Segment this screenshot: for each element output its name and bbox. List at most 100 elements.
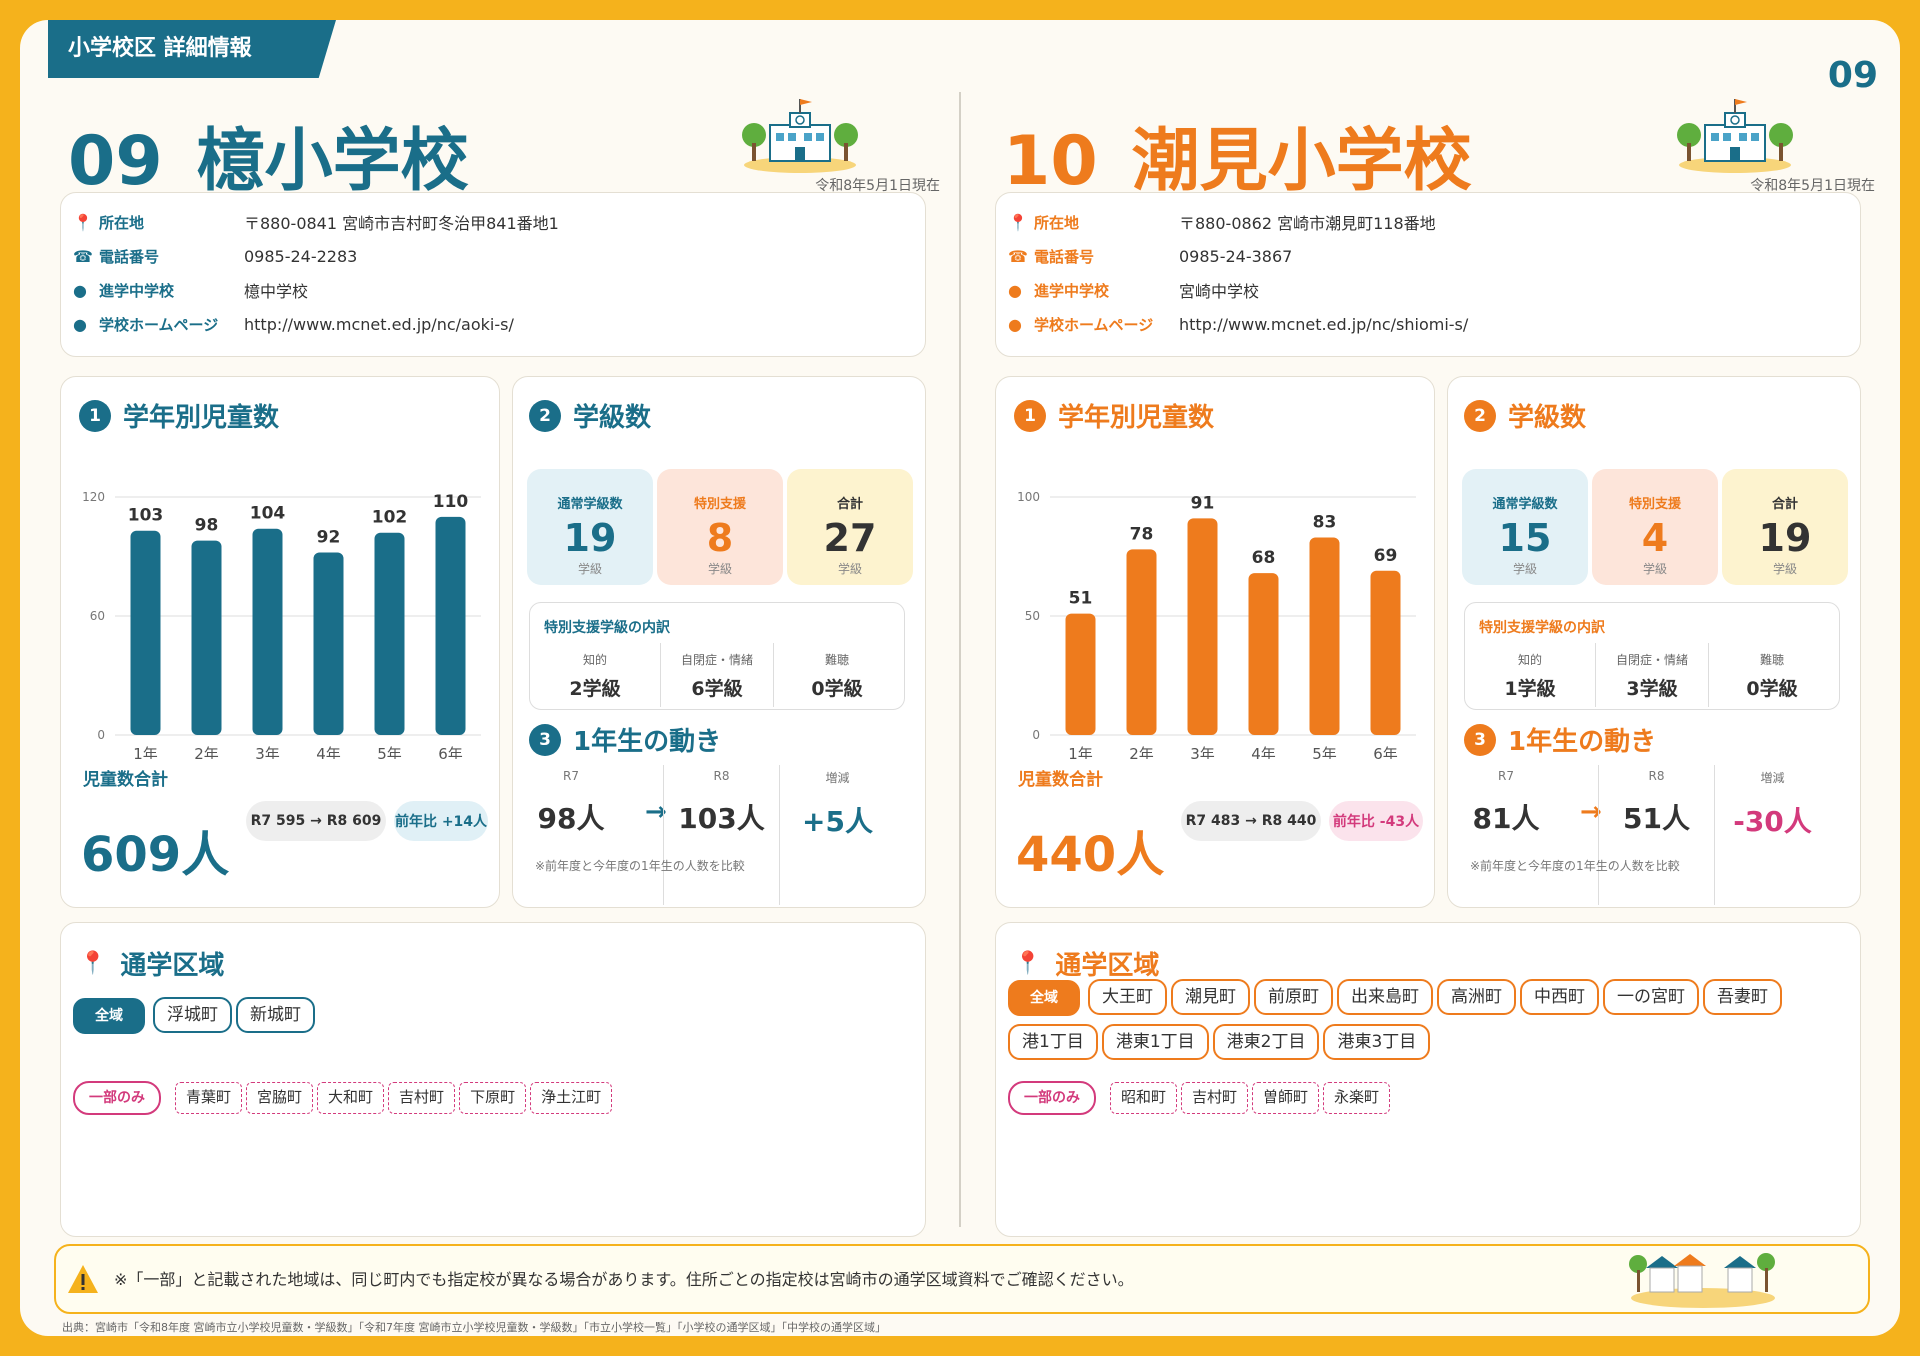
sum-label: 合計 <box>836 497 863 512</box>
number-badge: 3 <box>1464 723 1496 756</box>
move-r7: R7 98人 <box>513 765 629 905</box>
area-chip: 潮見町 <box>1171 979 1250 1015</box>
y-tick-label: 50 <box>1025 609 1040 623</box>
info-row-address: 📍 所在地 〒880-0862 宮崎市潮見町118番地 <box>1008 205 1436 239</box>
area-chip: 出来島町 <box>1337 979 1433 1015</box>
breakdown-label: 自閉症・情緒 <box>680 653 753 667</box>
area-chip: 青葉町 <box>175 1082 243 1114</box>
breakdown-hearing: 難聴 0学級 <box>780 643 894 707</box>
regular-label: 通常学級数 <box>1492 497 1558 512</box>
arrow-right-icon: → <box>1580 797 1602 827</box>
move-value: 103人 <box>678 802 765 835</box>
school-column-right: 10 潮見小学校 令和8年5月1日現在 📍 所在地 〒880-0862 宮崎市潮見町1… <box>995 20 1875 1260</box>
location-pin-icon: 📍 <box>1008 212 1028 232</box>
data-label: 103 <box>128 506 164 526</box>
bar <box>1065 613 1096 735</box>
area-all-list: 全域 大王町 潮見町 前原町 出来島町 高洲町 中西町 一の宮町 吾妻町港1丁目 港東1丁目 港東2… <box>1008 979 1868 1068</box>
move-value: 81人 <box>1472 802 1540 835</box>
section-heading: 📍 通学区域 <box>1014 945 1159 982</box>
bar <box>130 530 161 735</box>
breakdown-label: 知的 <box>582 653 607 667</box>
class-count-card: 2 学級数 通常学級数 15 学級 特別支援 4 学級 合計 19 学級 特別支援学級の内訳 … <box>1447 376 1861 908</box>
area-chip: 吉村町 <box>388 1082 456 1114</box>
sum-class-box: 合計 19 学級 <box>1722 469 1848 585</box>
dot-icon: ● <box>73 280 87 300</box>
breakdown-value: 3学級 <box>1626 678 1678 700</box>
regular-class-box: 通常学級数 15 学級 <box>1462 469 1588 585</box>
area-chip: 曽師町 <box>1252 1082 1320 1114</box>
data-label: 102 <box>372 508 408 528</box>
unit-label: 学級 <box>1642 562 1667 576</box>
area-chip: 宮脇町 <box>246 1082 314 1114</box>
breakdown-title: 特別支援学級の内訳 <box>544 620 670 636</box>
homepage-link[interactable]: http://www.mcnet.ed.jp/nc/shiomi-s/ <box>1179 314 1469 334</box>
phone-label: 電話番号 <box>1034 247 1095 266</box>
category-label: 5年 <box>377 745 402 759</box>
data-label: 78 <box>1130 524 1154 544</box>
breakdown-hearing: 難聴 0学級 <box>1715 643 1829 707</box>
page-number: 09 <box>1827 55 1878 96</box>
phone-icon: ☎ <box>1008 246 1028 266</box>
school-title: 10 潮見小学校 <box>1003 105 1472 204</box>
area-chip: 永楽町 <box>1323 1082 1391 1114</box>
move-label: 増減 <box>1760 771 1785 785</box>
move-r8: R8 51人 <box>1598 765 1714 905</box>
move-label: R7 <box>563 769 579 783</box>
unit-label: 学級 <box>1772 562 1797 576</box>
category-label: 4年 <box>1251 745 1276 759</box>
breakdown-intellectual: 知的 2学級 <box>538 643 652 707</box>
data-label: 83 <box>1313 512 1337 532</box>
bar <box>1126 549 1157 735</box>
page: 小学校区 詳細情報 09 09 檍小学校 令和8年5月1日現在 📍 所在地 〒880-… <box>20 20 1900 1336</box>
section-title: 通学区域 <box>1055 951 1160 981</box>
school-column-left: 09 檍小学校 令和8年5月1日現在 📍 所在地 〒880-0841 宮崎市吉村町冬治… <box>60 20 940 1260</box>
breakdown-label: 知的 <box>1517 653 1542 667</box>
homepage-label: 学校ホームページ <box>1034 315 1154 334</box>
homepage-link[interactable]: http://www.mcnet.ed.jp/nc/aoki-s/ <box>244 314 514 334</box>
as-of-date: 令和8年5月1日現在 <box>1750 178 1875 194</box>
move-change: 増減 -30人 <box>1714 765 1830 905</box>
arrow-right-icon: → <box>645 797 667 827</box>
jhs-label: 進学中学校 <box>1034 281 1110 300</box>
category-label: 3年 <box>255 745 280 759</box>
section-heading: 2 学級数 <box>529 397 651 434</box>
dot-icon: ● <box>73 314 87 334</box>
address-value: 〒880-0862 宮崎市潮見町118番地 <box>1179 214 1436 233</box>
category-label: 6年 <box>1373 745 1398 759</box>
move-label: R7 <box>1498 769 1514 783</box>
info-row-address: 📍 所在地 〒880-0841 宮崎市吉村町冬治甲841番地1 <box>73 205 559 239</box>
breakdown-title: 特別支援学級の内訳 <box>1479 620 1605 636</box>
breakdown-value: 2学級 <box>569 678 621 700</box>
area-chip: 浮城町 <box>153 997 232 1033</box>
bar <box>435 516 466 735</box>
breakdown-autism: 自閉症・情緒 6学級 <box>660 643 774 707</box>
section-heading: 3 1年生の動き <box>529 721 721 758</box>
y-tick-label: 100 <box>1017 490 1040 504</box>
bar <box>1187 518 1218 735</box>
bar <box>374 532 405 735</box>
section-title: 学年別児童数 <box>123 403 280 433</box>
yoy-pill: 前年比 +14人 <box>394 801 488 841</box>
category-label: 6年 <box>438 745 463 759</box>
warning-icon <box>68 1265 98 1293</box>
move-value: 51人 <box>1623 802 1690 835</box>
category-label: 1年 <box>133 745 158 759</box>
special-value: 8 <box>706 516 734 560</box>
category-label: 2年 <box>1129 745 1154 759</box>
section-heading: 📍 通学区域 <box>79 945 224 982</box>
section-title: 1年生の動き <box>573 727 722 757</box>
students-by-grade-card: 1 学年別児童数 0 50 100 51 1年 78 2年 91 3年 68 4年 83 5年 69 6年 児… <box>995 376 1435 908</box>
bar <box>191 540 222 735</box>
address-label: 所在地 <box>99 213 145 232</box>
section-heading: 1 学年別児童数 <box>1014 397 1214 434</box>
section-heading: 3 1年生の動き <box>1464 721 1656 758</box>
area-partial-list: 一部のみ 昭和町 吉村町 曽師町 永楽町 <box>1008 1081 1868 1123</box>
special-label: 特別支援 <box>1628 497 1681 512</box>
move-value: -30人 <box>1733 805 1812 838</box>
number-badge: 1 <box>79 399 111 432</box>
jhs-label: 進学中学校 <box>99 281 175 300</box>
sum-class-box: 合計 27 学級 <box>787 469 913 585</box>
all-badge: 全域 <box>1008 980 1080 1016</box>
special-label: 特別支援 <box>693 497 746 512</box>
area-chip: 吾妻町 <box>1703 979 1782 1015</box>
